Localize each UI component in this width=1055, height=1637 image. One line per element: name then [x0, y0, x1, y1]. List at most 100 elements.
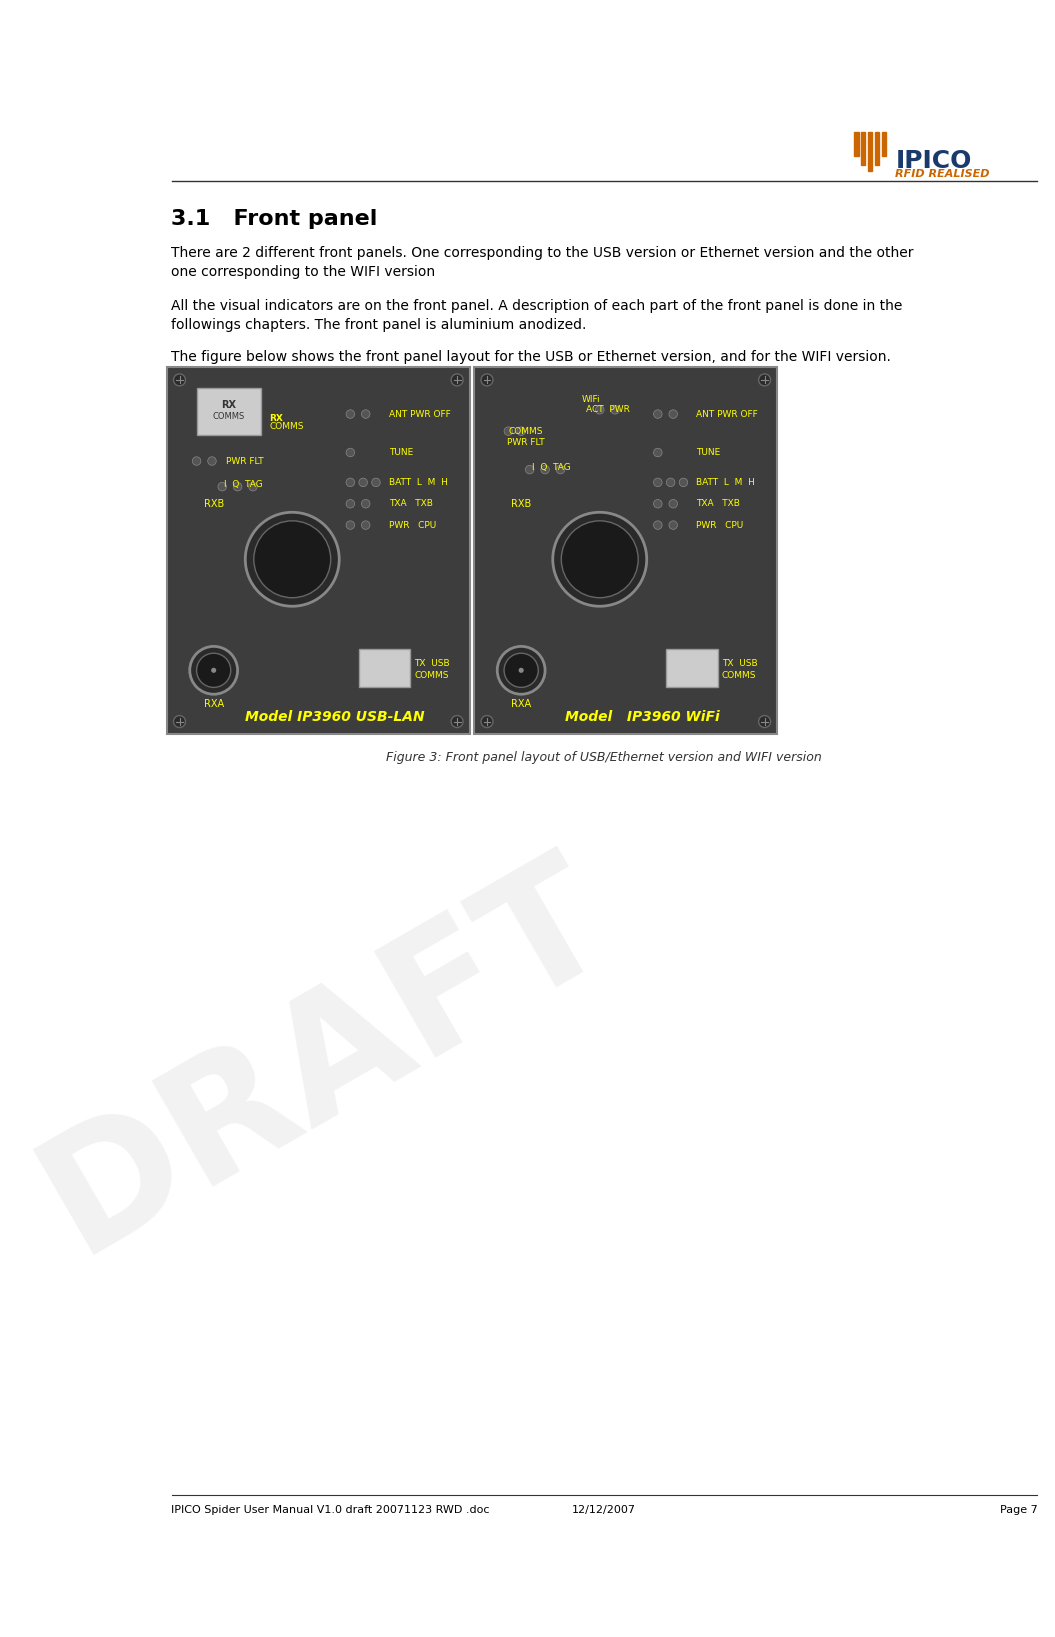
Bar: [882, 133, 886, 156]
Text: TX  USB: TX USB: [415, 660, 450, 668]
Circle shape: [371, 478, 380, 486]
Circle shape: [249, 483, 257, 491]
Text: WIFi: WIFi: [582, 395, 600, 404]
Circle shape: [679, 478, 688, 486]
Circle shape: [362, 499, 370, 507]
Text: ACT  PWR: ACT PWR: [587, 406, 630, 414]
Circle shape: [192, 457, 200, 465]
Text: ANT PWR OFF: ANT PWR OFF: [696, 409, 757, 419]
Text: COMMS: COMMS: [269, 422, 304, 432]
Text: Model   IP3960 WiFi: Model IP3960 WiFi: [565, 710, 720, 724]
Circle shape: [190, 647, 237, 694]
Text: All the visual indicators are on the front panel. A description of each part of : All the visual indicators are on the fro…: [171, 300, 902, 332]
Text: Model IP3960 USB-LAN: Model IP3960 USB-LAN: [245, 710, 425, 724]
Circle shape: [517, 427, 525, 435]
Text: IPICO Spider User Manual V1.0 draft 20071123 RWD .doc: IPICO Spider User Manual V1.0 draft 2007…: [171, 1504, 490, 1514]
Circle shape: [669, 409, 677, 419]
Circle shape: [595, 406, 605, 414]
Circle shape: [556, 465, 564, 473]
Text: RX: RX: [222, 399, 236, 411]
Text: There are 2 different front panels. One corresponding to the USB version or Ethe: There are 2 different front panels. One …: [171, 246, 914, 280]
Bar: [359, 648, 410, 688]
Text: COMMS: COMMS: [212, 411, 245, 421]
Circle shape: [525, 465, 534, 473]
Circle shape: [346, 449, 354, 457]
Text: TXA   TXB: TXA TXB: [389, 499, 433, 507]
Text: RFID REALISED: RFID REALISED: [896, 169, 990, 178]
Text: TX  USB: TX USB: [722, 660, 757, 668]
Text: Page 7: Page 7: [1000, 1504, 1038, 1514]
Bar: [875, 133, 879, 165]
Circle shape: [497, 647, 545, 694]
Circle shape: [196, 653, 231, 688]
Circle shape: [667, 478, 675, 486]
Text: RXB: RXB: [204, 499, 224, 509]
Circle shape: [211, 668, 216, 673]
Bar: [474, 367, 778, 735]
Circle shape: [245, 512, 340, 606]
Circle shape: [481, 715, 493, 727]
Text: COMMS: COMMS: [415, 671, 448, 679]
Circle shape: [759, 373, 770, 386]
Text: DRAFT: DRAFT: [14, 833, 635, 1285]
Circle shape: [504, 427, 513, 435]
Circle shape: [173, 373, 186, 386]
Circle shape: [653, 478, 663, 486]
Text: 3.1   Front panel: 3.1 Front panel: [171, 210, 378, 229]
Circle shape: [653, 449, 663, 457]
Circle shape: [504, 653, 538, 688]
Circle shape: [541, 465, 550, 473]
Circle shape: [362, 521, 370, 529]
Text: PWR FLT: PWR FLT: [227, 457, 264, 465]
Text: TUNE: TUNE: [696, 449, 721, 457]
Bar: [868, 133, 872, 170]
Text: COMMS: COMMS: [509, 427, 542, 435]
Text: ANT PWR OFF: ANT PWR OFF: [389, 409, 450, 419]
Text: I  Q  TAG: I Q TAG: [532, 463, 571, 473]
Circle shape: [561, 521, 638, 598]
Circle shape: [208, 457, 216, 465]
Circle shape: [173, 715, 186, 727]
Circle shape: [669, 499, 677, 507]
Circle shape: [346, 478, 354, 486]
Bar: [667, 648, 717, 688]
Circle shape: [362, 409, 370, 419]
Text: PWR   CPU: PWR CPU: [696, 521, 744, 530]
Text: RX: RX: [269, 414, 283, 422]
Circle shape: [611, 406, 619, 414]
Circle shape: [481, 373, 493, 386]
Circle shape: [233, 483, 242, 491]
Circle shape: [452, 715, 463, 727]
Text: TXA   TXB: TXA TXB: [696, 499, 741, 507]
Text: RXA: RXA: [511, 699, 532, 709]
Text: 12/12/2007: 12/12/2007: [572, 1504, 636, 1514]
Text: RXA: RXA: [204, 699, 224, 709]
Text: BATT  L  M  H: BATT L M H: [389, 478, 447, 486]
Text: COMMS: COMMS: [722, 671, 756, 679]
Text: IPICO: IPICO: [896, 149, 972, 174]
Text: PWR FLT: PWR FLT: [506, 437, 544, 447]
Circle shape: [452, 373, 463, 386]
Bar: [855, 133, 859, 156]
Bar: [861, 133, 865, 165]
Circle shape: [254, 521, 330, 598]
Bar: [196, 388, 261, 435]
Text: PWR   CPU: PWR CPU: [389, 521, 436, 530]
Text: I  Q  TAG: I Q TAG: [225, 480, 263, 489]
Circle shape: [653, 521, 663, 529]
Circle shape: [653, 409, 663, 419]
Circle shape: [653, 499, 663, 507]
Circle shape: [346, 409, 354, 419]
Circle shape: [759, 715, 770, 727]
Circle shape: [553, 512, 647, 606]
Circle shape: [669, 521, 677, 529]
Text: BATT  L  M  H: BATT L M H: [696, 478, 755, 486]
Bar: [167, 367, 469, 735]
Circle shape: [519, 668, 523, 673]
Circle shape: [346, 499, 354, 507]
Text: The figure below shows the front panel layout for the USB or Ethernet version, a: The figure below shows the front panel l…: [171, 350, 890, 363]
Text: RXB: RXB: [511, 499, 532, 509]
Circle shape: [218, 483, 227, 491]
Text: Figure 3: Front panel layout of USB/Ethernet version and WIFI version: Figure 3: Front panel layout of USB/Ethe…: [386, 751, 822, 764]
Circle shape: [346, 521, 354, 529]
